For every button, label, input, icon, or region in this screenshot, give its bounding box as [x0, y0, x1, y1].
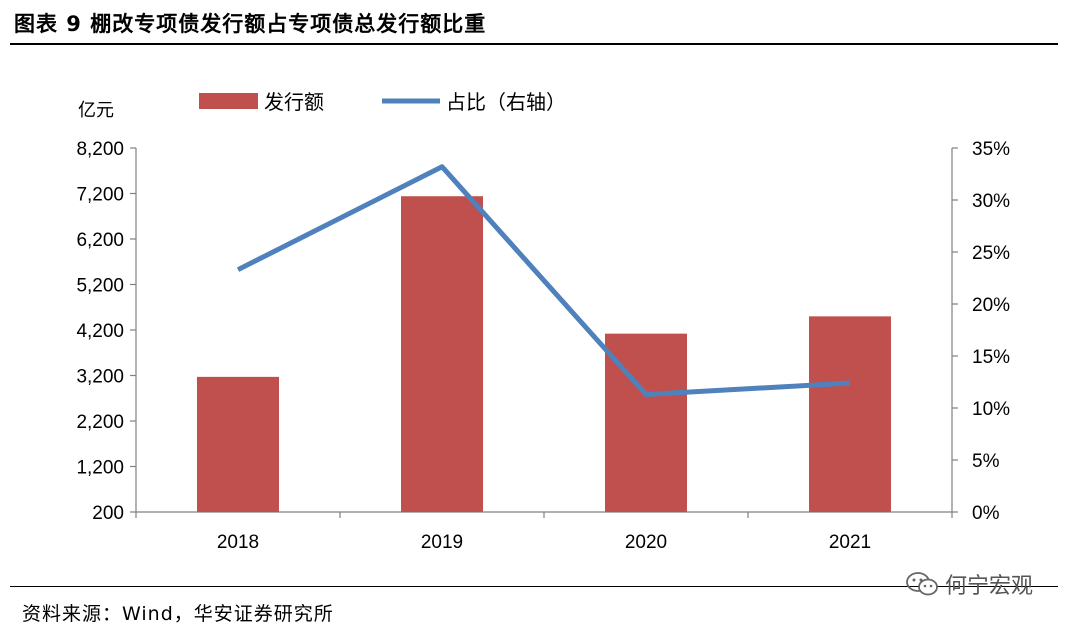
bar-2018 [197, 376, 279, 512]
bottom-rule [10, 586, 1058, 587]
left-tick-label: 200 [92, 503, 124, 524]
left-tick-label: 5,200 [76, 276, 124, 297]
left-tick-label: 4,200 [76, 321, 124, 342]
bar-2021 [809, 316, 891, 512]
left-tick-label: 3,200 [76, 367, 124, 388]
x-tick-label: 2019 [421, 532, 463, 553]
left-tick-label: 2,200 [76, 412, 124, 433]
bar-2019 [401, 196, 483, 513]
left-tick-label: 7,200 [76, 185, 124, 206]
legend-bar-swatch [199, 93, 258, 109]
right-tick-label: 0% [972, 503, 1000, 524]
x-tick-label: 2020 [625, 532, 667, 553]
right-tick-label: 10% [972, 399, 1010, 420]
right-tick-label: 15% [972, 347, 1010, 368]
left-axis-unit: 亿元 [78, 100, 114, 121]
top-rule [10, 43, 1058, 45]
watermark: 何宁宏观 [905, 568, 1033, 600]
x-tick-label: 2021 [829, 532, 871, 553]
left-tick-label: 6,200 [76, 230, 124, 251]
watermark-text: 何宁宏观 [945, 574, 1034, 599]
right-tick-label: 25% [972, 243, 1010, 264]
wechat-icon [906, 572, 938, 596]
legend-bar-label: 发行额 [264, 90, 324, 114]
right-tick-label: 35% [972, 139, 1010, 160]
share-line [236, 164, 851, 397]
legend-line-label: 占比（右轴） [446, 90, 566, 114]
chart-title: 图表 9 棚改专项债发行额占专项债总发行额比重 [14, 12, 487, 36]
left-tick-label: 8,200 [76, 139, 124, 160]
chart-canvas: 200 1,200 2,200 3,200 4,200 5,200 6,200 7,200 8,… [76, 90, 1010, 553]
right-tick-label: 5% [972, 451, 1000, 472]
source-note: 资料来源：Wind，华安证券研究所 [22, 603, 334, 625]
right-tick-label: 20% [972, 295, 1010, 316]
left-tick-label: 1,200 [76, 458, 124, 479]
x-tick-label: 2018 [217, 532, 259, 553]
right-tick-label: 30% [972, 191, 1010, 212]
